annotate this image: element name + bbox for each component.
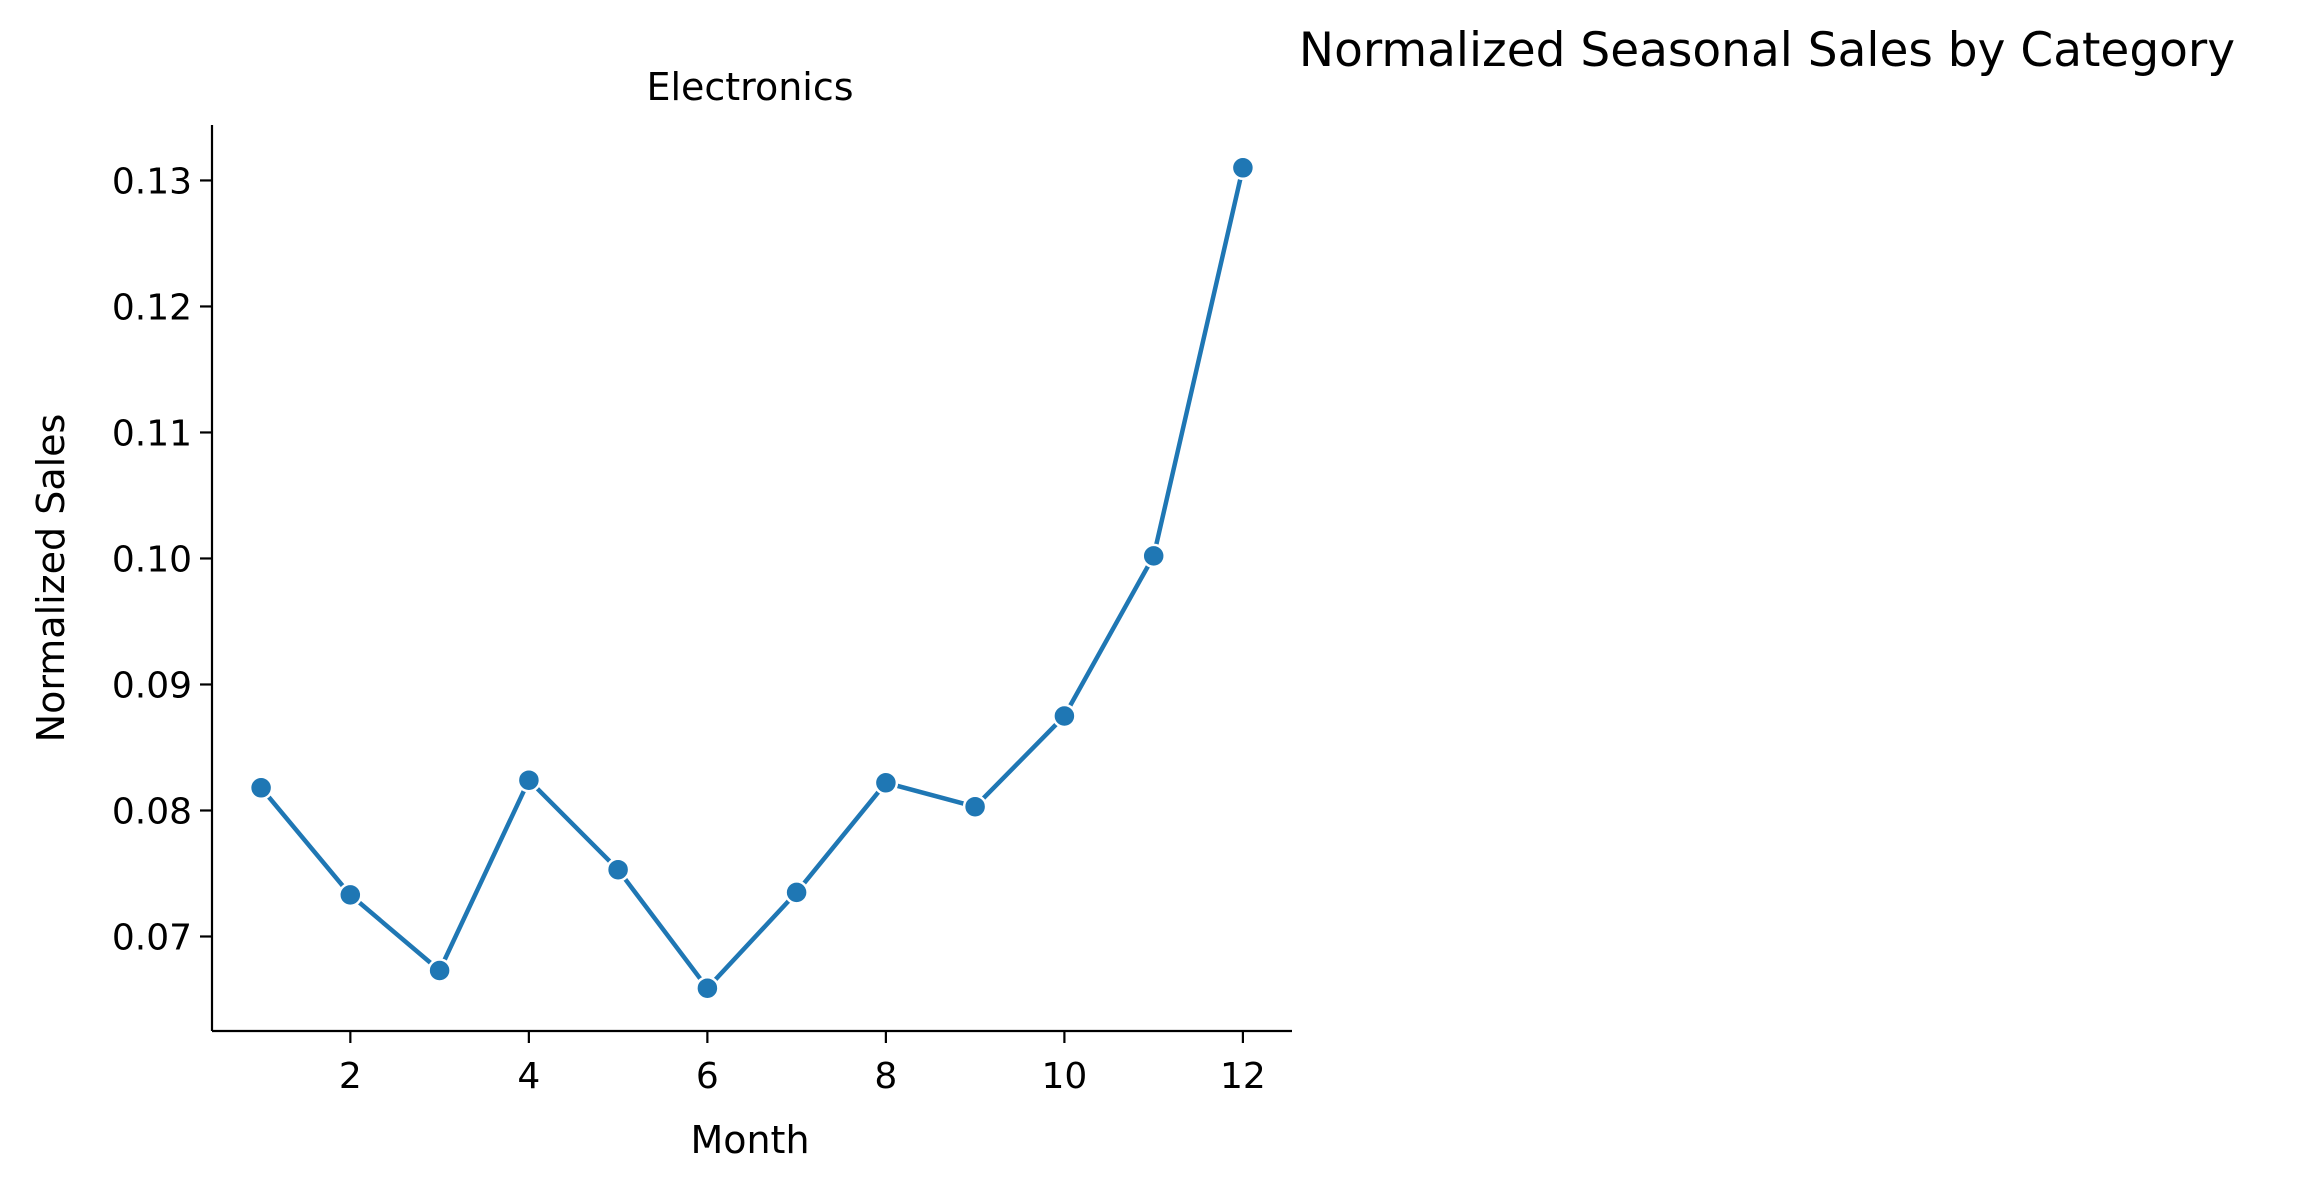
x-tick-label: 2 — [339, 1056, 362, 1097]
panel-title: Electronics — [646, 65, 853, 109]
figure-title: Normalized Seasonal Sales by Category — [1299, 23, 2235, 78]
y-tick-label: 0.11 — [112, 413, 192, 454]
y-tick-label: 0.08 — [112, 791, 192, 832]
x-tick-label: 4 — [517, 1056, 540, 1097]
y-tick-label: 0.09 — [112, 665, 192, 706]
x-axis-label: Month — [690, 1118, 809, 1162]
y-tick-label: 0.12 — [112, 287, 192, 328]
y-axis-label: Normalized Sales — [29, 414, 73, 743]
data-point — [338, 882, 363, 908]
x-tick-label: 12 — [1220, 1056, 1266, 1097]
ticks-layer: 2 4 6 8 10 12 0.07 0.08 0.09 0.10 0.11 0.12 0.13 — [112, 161, 1266, 1097]
y-tick-label: 0.10 — [112, 539, 192, 580]
data-point — [427, 958, 452, 983]
y-tick-label: 0.13 — [112, 161, 192, 202]
data-point — [962, 794, 988, 819]
series-layer — [248, 155, 1256, 1001]
data-point — [873, 770, 899, 796]
data-point — [784, 880, 809, 905]
data-point — [516, 767, 542, 793]
series-line — [258, 165, 1246, 991]
data-point — [1141, 543, 1166, 569]
data-point — [1230, 155, 1256, 181]
data-point — [248, 775, 274, 801]
data-point — [695, 975, 720, 1001]
y-tick-label: 0.07 — [112, 917, 192, 958]
x-tick-label: 8 — [874, 1056, 897, 1097]
x-tick-label: 6 — [696, 1056, 719, 1097]
data-point — [605, 857, 631, 882]
x-tick-label: 10 — [1041, 1056, 1087, 1097]
data-point — [1052, 703, 1077, 729]
